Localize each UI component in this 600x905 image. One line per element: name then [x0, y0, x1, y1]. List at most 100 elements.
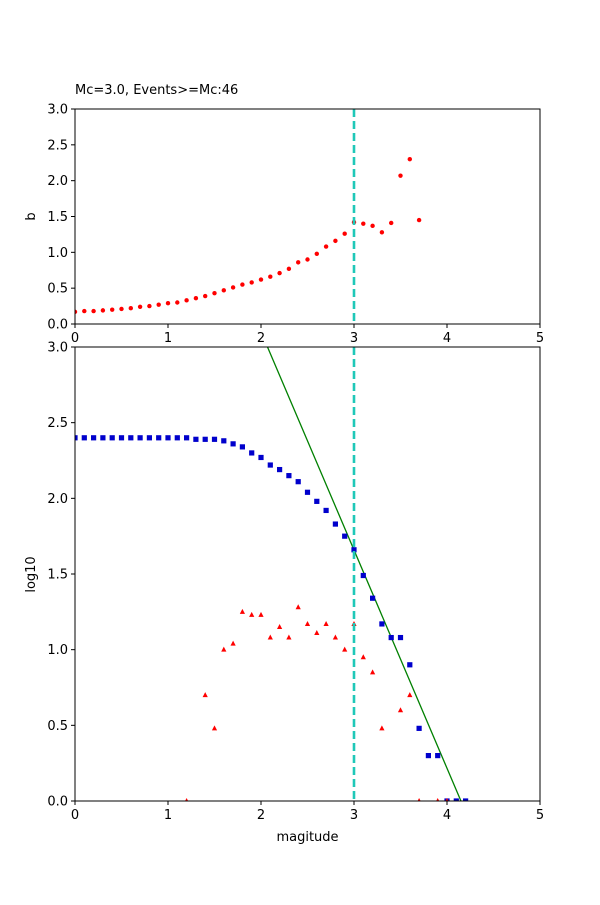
data-point — [100, 435, 106, 441]
data-point — [389, 220, 394, 226]
x-tick-label: 1 — [164, 808, 172, 823]
data-point — [91, 435, 97, 441]
data-point — [193, 436, 199, 442]
data-point — [351, 547, 357, 553]
data-point — [258, 277, 264, 282]
data-point — [221, 646, 227, 652]
data-point — [202, 692, 208, 698]
x-tick-label: 3 — [350, 808, 358, 823]
data-point — [304, 489, 311, 495]
x-tick-label: 5 — [536, 331, 544, 346]
data-point — [268, 274, 273, 279]
x-tick-label: 4 — [443, 808, 451, 823]
data-point — [185, 798, 189, 801]
data-point — [249, 611, 255, 617]
plot-area: 0 1 2 3 4 5 0.0 0.5 1.0 1.5 2.0 2.5 3.0 — [47, 103, 544, 347]
data-point — [221, 288, 226, 293]
x-tick-label: 0 — [71, 331, 79, 346]
data-point — [295, 479, 301, 485]
data-point — [379, 621, 385, 627]
data-point — [118, 435, 125, 441]
data-point — [174, 435, 180, 441]
y-tick-label: 2.0 — [47, 174, 68, 189]
y-tick-label: 3.0 — [47, 341, 68, 356]
chart-title: Mc=3.0, Events>=Mc:46 — [75, 83, 238, 98]
data-point — [323, 507, 329, 514]
data-point — [81, 435, 87, 441]
data-point — [202, 436, 208, 442]
x-tick-label: 2 — [257, 808, 265, 823]
data-point — [249, 280, 254, 285]
data-point — [175, 300, 180, 305]
data-point — [230, 285, 236, 290]
data-layer — [75, 156, 422, 315]
data-point — [463, 798, 469, 801]
data-point — [436, 798, 440, 801]
data-point — [258, 611, 264, 617]
data-point — [286, 634, 292, 640]
data-point — [453, 798, 459, 801]
data-point — [314, 498, 320, 504]
x-tick-label: 1 — [164, 331, 172, 346]
data-point — [230, 640, 236, 646]
data-point — [82, 308, 87, 314]
data-point — [137, 435, 143, 441]
data-point — [397, 634, 404, 641]
data-point — [221, 438, 227, 444]
data-point — [165, 301, 171, 306]
data-point — [211, 725, 218, 731]
data-point — [128, 306, 133, 311]
data-point — [100, 308, 106, 313]
y-tick-label: 2.5 — [47, 416, 68, 431]
data-point — [211, 436, 218, 442]
data-layer — [75, 347, 469, 801]
data-point — [295, 604, 301, 610]
data-point — [417, 798, 421, 801]
y-tick-label: 1.5 — [47, 210, 68, 225]
data-point — [407, 662, 413, 668]
data-point — [258, 454, 264, 461]
data-point — [398, 173, 403, 178]
data-point — [267, 462, 273, 468]
data-point — [230, 441, 236, 447]
y-tick-label: 0.5 — [47, 719, 68, 734]
data-point — [361, 221, 366, 226]
data-point — [277, 466, 283, 473]
data-point — [184, 435, 190, 441]
data-point — [249, 450, 255, 456]
data-point — [267, 634, 273, 640]
data-point — [370, 669, 376, 675]
data-point — [397, 707, 404, 713]
data-point — [379, 230, 385, 235]
data-point — [109, 435, 115, 441]
data-point — [314, 630, 320, 636]
data-point — [407, 156, 412, 162]
data-point — [379, 725, 385, 731]
y-tick-label: 0.5 — [47, 282, 68, 297]
data-point — [304, 620, 311, 626]
data-point — [75, 309, 78, 315]
data-point — [445, 798, 449, 801]
data-point — [305, 257, 310, 262]
data-point — [75, 435, 78, 441]
data-point — [425, 753, 431, 759]
y-axis-label: log10 — [24, 556, 39, 592]
data-point — [146, 435, 152, 441]
data-point — [286, 473, 292, 479]
data-point — [110, 307, 115, 312]
data-point — [239, 444, 245, 450]
data-point — [360, 572, 366, 579]
data-point — [203, 293, 208, 299]
y-tick-label: 3.0 — [47, 103, 68, 118]
data-point — [147, 303, 152, 309]
data-point — [91, 308, 96, 314]
x-axis-label: magitude — [276, 830, 338, 845]
y-tick-label: 1.0 — [47, 246, 68, 261]
x-tick-label: 5 — [536, 808, 544, 823]
data-point — [212, 290, 217, 296]
data-point — [332, 634, 338, 640]
plot-area: 0 1 2 3 4 5 0.0 0.5 1.0 1.5 2.0 2.5 3.0 — [47, 341, 544, 824]
data-point — [342, 533, 348, 539]
data-point — [240, 282, 245, 287]
x-tick-label: 2 — [257, 331, 265, 346]
